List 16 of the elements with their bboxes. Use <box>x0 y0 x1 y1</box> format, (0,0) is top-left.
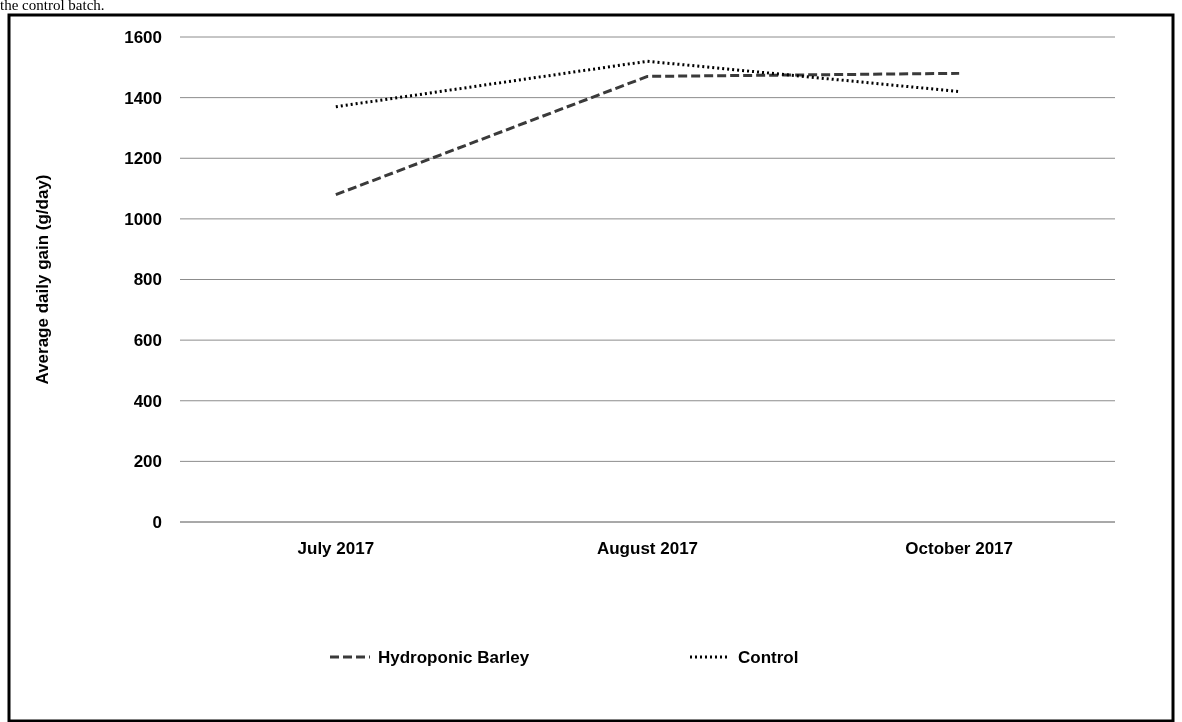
y-tick-label: 1400 <box>124 88 162 108</box>
y-tick-label: 1000 <box>124 209 162 229</box>
x-tick-label: October 2017 <box>905 539 1014 558</box>
y-tick-label: 800 <box>133 270 162 290</box>
legend-label: Control <box>738 647 799 667</box>
y-tick-label: 0 <box>152 512 162 532</box>
x-tick-label: July 2017 <box>297 539 375 558</box>
y-tick-label: 200 <box>133 452 162 472</box>
y-tick-label: 1200 <box>124 149 162 169</box>
x-tick-label: August 2017 <box>596 539 699 558</box>
legend-label: Hydroponic Barley <box>378 647 530 667</box>
y-tick-label: 600 <box>133 331 162 351</box>
text: the control batch. <box>0 0 105 13</box>
y-tick-label: 400 <box>133 391 162 411</box>
y-axis-title: Average daily gain (g/day) <box>33 174 52 385</box>
y-tick-label: 1600 <box>124 27 162 47</box>
